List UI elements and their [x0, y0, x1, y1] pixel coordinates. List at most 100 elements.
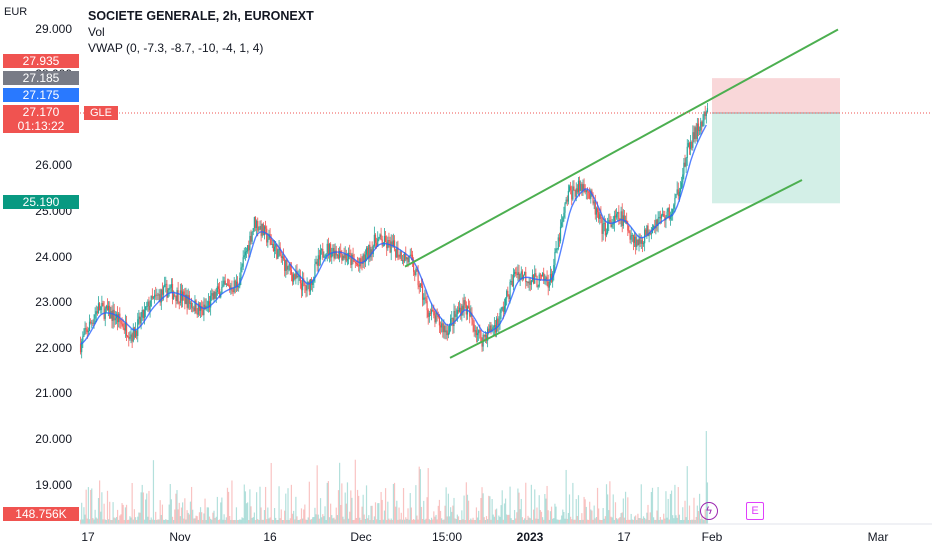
volume-bar: [319, 498, 322, 524]
volume-bar: [511, 519, 513, 524]
volume-bar: [526, 519, 528, 524]
candle-body: [509, 282, 511, 300]
volume-bar: [239, 519, 241, 524]
candle-body: [570, 186, 572, 191]
candle-body: [690, 141, 692, 150]
candle-body: [211, 293, 213, 296]
candle-body: [260, 226, 262, 236]
volume-bar: [327, 481, 329, 524]
candle-body: [462, 305, 464, 310]
volume-bar: [587, 519, 590, 524]
candle-body: [602, 223, 604, 234]
candle-body: [507, 290, 509, 296]
candle-body: [696, 123, 698, 139]
volume-bar: [693, 497, 695, 524]
vwap-legend[interactable]: VWAP (0, -7.3, -8.7, -10, -4, 1, 4): [88, 41, 264, 55]
candle-body: [94, 314, 96, 319]
volume-bar: [497, 519, 499, 524]
volume-bar: [620, 513, 622, 524]
candle-body: [304, 282, 306, 286]
candle-body: [611, 224, 613, 227]
volume-bar: [235, 507, 238, 524]
volume-bar: [159, 500, 161, 524]
candle-body: [623, 215, 626, 222]
volume-bar: [114, 518, 116, 524]
candle-body: [368, 244, 370, 259]
lightning-icon[interactable]: ϟ: [700, 502, 718, 520]
candle-body: [319, 250, 322, 260]
candle-body: [558, 237, 561, 242]
candle-body: [162, 286, 165, 295]
volume-bar: [276, 519, 278, 524]
volume-bar: [143, 519, 146, 524]
volume-bar: [266, 519, 268, 524]
volume-bar: [519, 509, 521, 524]
volume-bar: [289, 518, 291, 524]
volume-bar: [582, 519, 584, 524]
volume-bar: [461, 510, 463, 524]
candle-body: [207, 301, 210, 306]
candle-body: [277, 250, 279, 259]
volume-bar: [350, 490, 352, 524]
candle-body: [635, 236, 637, 247]
candle-body: [256, 220, 258, 228]
candle-body: [384, 235, 387, 242]
volume-bar: [583, 496, 585, 524]
volume-bar: [426, 497, 428, 524]
volume-bar: [196, 516, 198, 524]
volume-bar: [658, 519, 660, 524]
candle-body: [576, 188, 578, 193]
candle-body: [432, 309, 434, 312]
volume-bar: [213, 510, 215, 524]
candle-body: [149, 305, 151, 311]
volume-bar: [105, 520, 107, 524]
volume-bar: [223, 514, 225, 524]
volume-bar: [222, 519, 224, 524]
volume-bar: [512, 519, 515, 524]
candle-body: [244, 251, 247, 256]
volume-bar: [373, 516, 375, 524]
candle-body: [341, 253, 343, 261]
volume-bar: [602, 508, 604, 524]
volume-bar: [405, 517, 407, 524]
volume-bar: [696, 505, 698, 524]
volume-bar: [115, 516, 118, 524]
volume-legend[interactable]: Vol: [88, 25, 105, 39]
candle-body: [141, 309, 143, 318]
volume-bar: [333, 517, 335, 524]
candle-body: [650, 233, 652, 235]
volume-bar: [648, 519, 650, 524]
candle-body: [524, 271, 526, 276]
volume-bar: [563, 512, 565, 524]
volume-bar: [305, 519, 307, 524]
candle-body: [437, 314, 439, 317]
candle-body: [216, 286, 218, 293]
candle-body: [530, 280, 532, 285]
candle-body: [358, 265, 360, 267]
volume-bar: [386, 519, 388, 524]
volume-bar: [118, 519, 120, 524]
candle-body: [238, 286, 240, 288]
volume-bar: [513, 509, 516, 524]
candle-body: [273, 246, 276, 251]
volume-bar: [111, 519, 113, 524]
volume-bar: [315, 514, 317, 524]
volume-bar: [454, 518, 456, 524]
volume-bar: [286, 519, 288, 524]
volume-bar: [653, 517, 655, 524]
candle-body: [519, 274, 521, 280]
volume-bar: [443, 519, 445, 524]
volume-bar: [541, 517, 544, 524]
candle-body: [517, 272, 519, 276]
volume-bar: [650, 492, 652, 524]
earnings-event-icon[interactable]: E: [746, 502, 764, 520]
volume-bar: [506, 514, 508, 524]
candle-body: [111, 311, 113, 321]
volume-bar: [578, 519, 581, 524]
candle-body: [395, 249, 397, 258]
volume-bar: [479, 519, 481, 524]
candle-body: [515, 271, 517, 274]
candle-body: [668, 207, 670, 219]
candle-body: [91, 322, 93, 324]
